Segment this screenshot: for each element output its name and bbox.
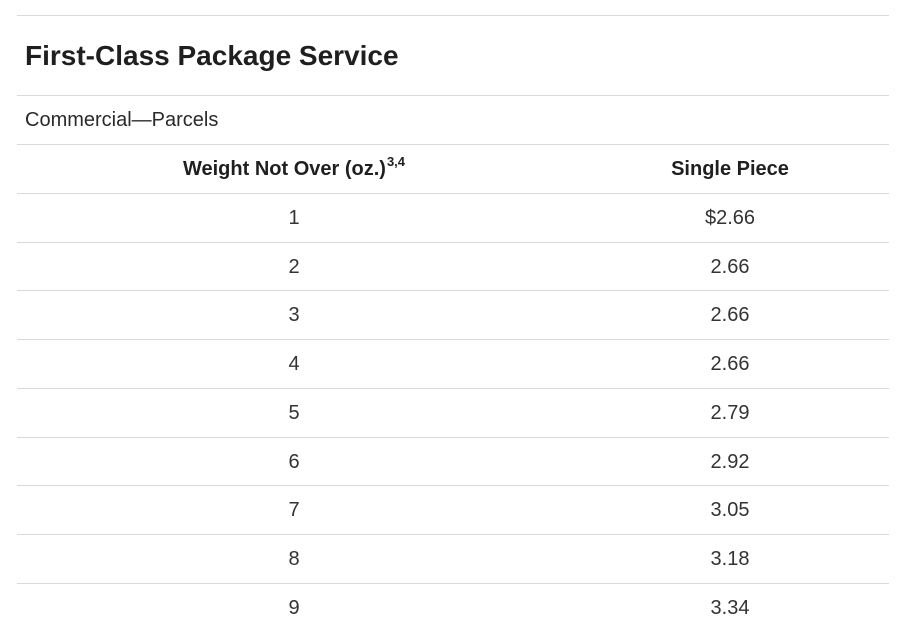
weight-cell: 7 (288, 499, 300, 521)
weight-cell: 6 (288, 451, 300, 473)
weight-cell: 4 (288, 353, 300, 375)
row-divider (17, 388, 889, 389)
table-row: 3 2.66 (17, 291, 889, 339)
row-divider (17, 339, 889, 340)
header-divider (17, 193, 889, 194)
table-header-row: Weight Not Over (oz.)3,4 Single Piece (17, 145, 889, 193)
price-cell: 2.79 (710, 402, 750, 424)
price-cell: 3.05 (710, 499, 750, 521)
weight-cell: 3 (288, 304, 300, 326)
table-row: 1 $2.66 (17, 194, 889, 242)
row-divider (17, 290, 889, 291)
section-subtitle: Commercial—Parcels (25, 109, 219, 131)
subtitle-divider (17, 144, 889, 145)
price-cell: 3.18 (710, 548, 750, 570)
price-cell: 3.34 (710, 597, 750, 619)
table-row: 6 2.92 (17, 438, 889, 486)
weight-cell: 8 (288, 548, 300, 570)
weight-cell: 1 (288, 207, 300, 229)
title-divider (17, 95, 889, 96)
price-cell: 2.92 (710, 451, 750, 473)
price-cell: $2.66 (704, 207, 756, 229)
table-row: 9 3.34 (17, 584, 889, 630)
row-divider (17, 583, 889, 584)
row-divider (17, 485, 889, 486)
section-title: First-Class Package Service (25, 40, 399, 71)
price-cell: 2.66 (710, 256, 750, 278)
table-row: 4 2.66 (17, 340, 889, 388)
weight-cell: 5 (288, 402, 300, 424)
single-piece-column-header: Single Piece (671, 158, 789, 180)
row-divider (17, 437, 889, 438)
price-cell: 2.66 (710, 353, 750, 375)
price-cell: 2.66 (710, 304, 750, 326)
weight-cell: 9 (288, 597, 300, 619)
table-row: 2 2.66 (17, 243, 889, 291)
table-row: 8 3.18 (17, 535, 889, 583)
table-row: 7 3.05 (17, 486, 889, 534)
footnote-reference: 3,4 (386, 154, 406, 169)
row-divider (17, 242, 889, 243)
top-divider (17, 15, 889, 16)
weight-cell: 2 (288, 256, 300, 278)
weight-column-header: Weight Not Over (oz.)3,4 (17, 145, 571, 193)
row-divider (17, 534, 889, 535)
weight-header-label: Weight Not Over (oz.) (182, 158, 386, 180)
table-row: 5 2.79 (17, 389, 889, 437)
